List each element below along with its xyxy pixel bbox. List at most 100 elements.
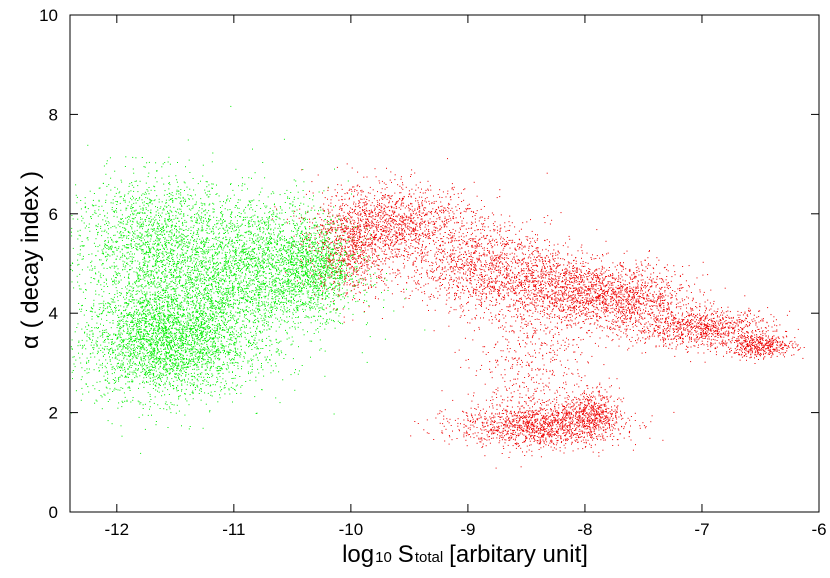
data-point (181, 266, 183, 268)
data-point (186, 335, 188, 337)
data-point (194, 341, 196, 342)
data-point (194, 345, 196, 347)
data-point (115, 280, 117, 282)
data-point (162, 271, 164, 273)
data-point (175, 318, 177, 320)
data-point (211, 260, 213, 262)
data-point (387, 290, 389, 291)
data-point (165, 244, 167, 246)
data-point (189, 260, 191, 262)
data-point (206, 292, 208, 294)
data-point (183, 361, 185, 363)
data-point (146, 367, 148, 369)
data-point (100, 284, 102, 286)
data-point (152, 361, 154, 363)
data-point (183, 338, 185, 340)
data-point (193, 361, 195, 363)
data-point (136, 285, 138, 287)
data-point (127, 387, 129, 389)
data-point (214, 318, 216, 320)
data-point (89, 190, 91, 192)
data-point (189, 360, 191, 362)
data-point (173, 302, 175, 304)
data-point (176, 354, 178, 356)
data-point (167, 352, 169, 354)
data-point (184, 297, 186, 299)
data-point (192, 315, 193, 317)
data-point (233, 362, 235, 364)
data-point (148, 372, 150, 373)
data-point (122, 315, 124, 317)
data-point (91, 311, 93, 313)
data-point (239, 315, 241, 317)
data-point (233, 344, 235, 346)
data-point (169, 372, 171, 374)
data-point (213, 232, 215, 234)
data-point (224, 321, 226, 323)
data-point (177, 368, 179, 370)
data-point (162, 288, 164, 290)
data-point (259, 331, 261, 333)
data-point (209, 314, 211, 316)
data-point (237, 362, 239, 364)
data-point (282, 281, 284, 283)
data-point (243, 311, 245, 313)
data-point (211, 332, 213, 333)
data-point (130, 316, 132, 317)
data-point (224, 385, 226, 387)
data-point (168, 340, 170, 342)
data-point (187, 321, 189, 323)
data-point (128, 303, 130, 305)
data-point (108, 311, 109, 313)
data-point (164, 383, 166, 385)
data-point (117, 300, 119, 302)
data-point (95, 290, 97, 292)
data-point (186, 331, 188, 332)
data-point (209, 297, 210, 299)
data-point (157, 336, 158, 337)
data-point (171, 192, 173, 194)
data-point (214, 342, 216, 344)
data-point (237, 354, 239, 356)
data-point (241, 292, 243, 294)
data-point (244, 236, 246, 238)
data-point (127, 339, 129, 340)
data-point (143, 335, 145, 337)
data-point (142, 313, 144, 315)
data-point (124, 256, 126, 257)
data-point (248, 339, 250, 341)
data-point (286, 331, 288, 333)
data-point (200, 260, 202, 262)
data-point (124, 376, 126, 378)
data-point (195, 233, 197, 235)
data-point (211, 291, 213, 293)
data-point (177, 346, 179, 348)
data-point (128, 343, 130, 345)
data-point (162, 297, 164, 299)
data-point (265, 358, 267, 360)
data-point (167, 316, 169, 318)
data-point (262, 304, 264, 306)
data-point (182, 314, 184, 316)
data-point (225, 254, 227, 255)
data-point (143, 337, 144, 339)
data-point (208, 352, 210, 354)
data-point (172, 362, 174, 363)
data-point (258, 300, 260, 302)
data-point (247, 333, 249, 334)
data-point (267, 310, 269, 312)
data-point (207, 327, 209, 329)
data-point (254, 319, 255, 321)
data-point (127, 381, 129, 383)
data-point (233, 281, 235, 283)
data-point (159, 282, 161, 284)
data-point (203, 296, 205, 298)
series-0-points (70, 105, 426, 454)
data-point (167, 336, 169, 338)
data-point (126, 297, 127, 299)
data-point (136, 357, 138, 359)
data-point (127, 333, 129, 334)
data-point (179, 314, 181, 316)
data-point (74, 366, 76, 368)
data-point (166, 224, 168, 226)
